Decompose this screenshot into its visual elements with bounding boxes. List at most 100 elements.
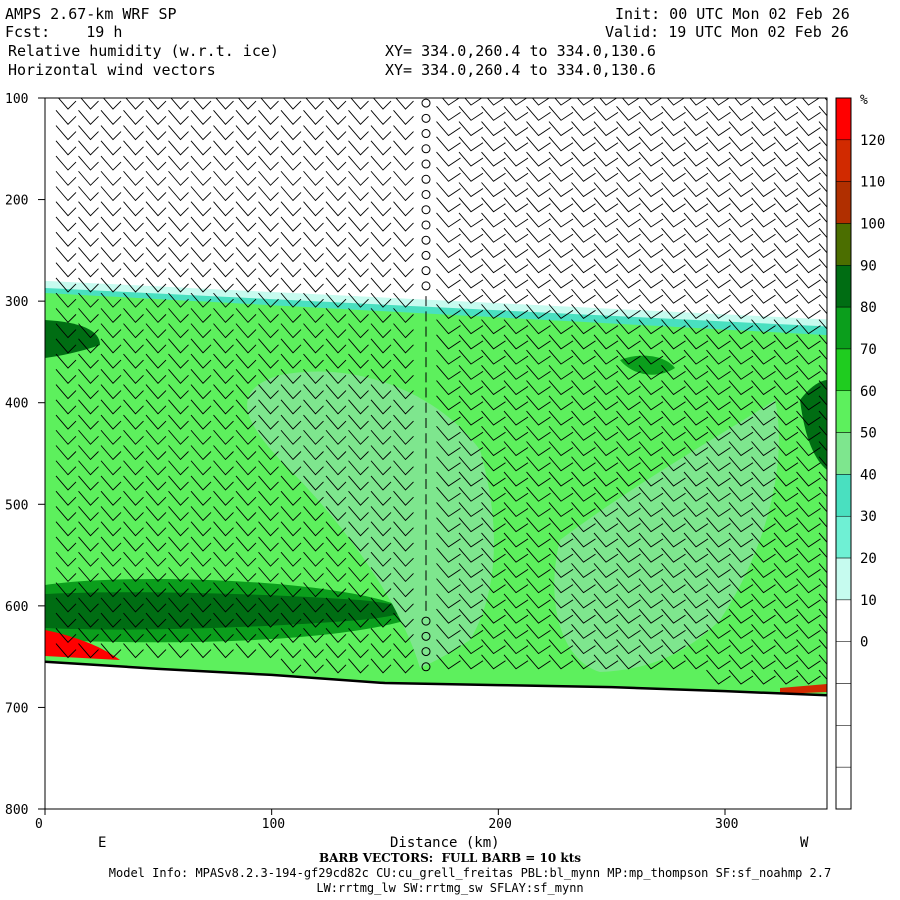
colorbar-swatch bbox=[835, 390, 852, 433]
wind-barb bbox=[190, 186, 212, 202]
wind-barb bbox=[190, 323, 212, 339]
wind-barb bbox=[661, 212, 686, 228]
wind-barb bbox=[393, 567, 414, 583]
wind-barb bbox=[796, 212, 821, 228]
wind-barb bbox=[78, 338, 99, 354]
wind-barb bbox=[258, 216, 279, 232]
wind-barb bbox=[728, 182, 754, 198]
wind-barb bbox=[773, 593, 799, 609]
x-axis: 0 100 200 300 bbox=[35, 809, 738, 832]
wind-barb bbox=[100, 308, 122, 324]
colorbar-label: 50 bbox=[860, 426, 877, 442]
wind-barb bbox=[393, 231, 414, 247]
wind-barb bbox=[370, 155, 392, 171]
wind-barb bbox=[548, 547, 574, 563]
wind-barb bbox=[145, 140, 167, 156]
wind-barb bbox=[593, 212, 619, 228]
wind-barb bbox=[593, 654, 619, 670]
wind-barb bbox=[818, 151, 827, 163]
wind-barb bbox=[773, 365, 799, 380]
wind-barb bbox=[55, 445, 77, 461]
wind-barb bbox=[818, 410, 827, 422]
wind-barb bbox=[280, 445, 302, 461]
wind-barb bbox=[458, 593, 484, 609]
wind-barb bbox=[280, 475, 302, 491]
wind-barb bbox=[818, 273, 827, 284]
wind-barb bbox=[370, 399, 392, 415]
wind-barb bbox=[213, 170, 234, 186]
wind-barb bbox=[526, 471, 551, 487]
calm-wind-marker bbox=[421, 647, 431, 657]
wind-barb bbox=[481, 182, 506, 198]
wind-barb bbox=[818, 334, 827, 345]
wind-barb bbox=[616, 563, 641, 578]
wind-barb bbox=[638, 106, 664, 121]
wind-barb bbox=[616, 243, 641, 259]
wind-barb bbox=[213, 155, 234, 171]
wind-barb bbox=[325, 536, 347, 552]
wind-barb bbox=[503, 243, 529, 259]
wind-barb bbox=[348, 521, 369, 537]
wind-barb bbox=[458, 654, 484, 670]
wind-barb bbox=[661, 502, 686, 518]
wind-barb bbox=[638, 212, 664, 228]
wind-barb bbox=[78, 490, 99, 506]
wind-barb bbox=[258, 582, 279, 598]
wind-barb bbox=[436, 517, 461, 533]
wind-barb bbox=[393, 612, 414, 628]
wind-barb bbox=[213, 231, 234, 247]
wind-barb bbox=[325, 125, 347, 141]
wind-barb bbox=[728, 425, 754, 441]
wind-barb bbox=[571, 563, 596, 578]
wind-barb bbox=[145, 369, 167, 384]
wind-barb bbox=[548, 182, 574, 198]
wind-barb bbox=[593, 563, 619, 578]
wind-barb bbox=[258, 597, 279, 613]
wind-barb bbox=[145, 186, 167, 202]
wind-barb bbox=[55, 277, 77, 293]
wind-barb bbox=[481, 380, 506, 396]
wind-barb bbox=[503, 593, 529, 609]
wind-barb bbox=[706, 502, 731, 518]
wind-barb bbox=[458, 365, 484, 380]
wind-barb bbox=[728, 563, 754, 578]
wind-barb bbox=[100, 551, 122, 567]
wind-barb bbox=[526, 166, 551, 182]
wind-barb bbox=[751, 563, 776, 578]
wind-barb bbox=[751, 624, 776, 639]
wind-barb bbox=[773, 608, 799, 624]
wind-barb bbox=[593, 471, 619, 487]
wind-barb bbox=[370, 308, 392, 324]
wind-barb bbox=[661, 304, 686, 319]
wind-barb bbox=[571, 578, 596, 594]
wind-barb bbox=[280, 536, 302, 552]
wind-barb bbox=[100, 445, 122, 461]
wind-barb bbox=[436, 395, 461, 411]
wind-barb bbox=[728, 395, 754, 411]
wind-barb bbox=[436, 197, 461, 213]
wind-barb bbox=[773, 197, 799, 213]
wind-barb bbox=[303, 460, 324, 476]
wind-barb bbox=[593, 151, 619, 167]
wind-barb bbox=[706, 319, 731, 335]
wind-barb bbox=[526, 456, 551, 472]
wind-barb bbox=[683, 639, 709, 655]
wind-barb bbox=[638, 319, 664, 335]
wind-barb bbox=[818, 243, 827, 254]
wind-barb bbox=[100, 155, 122, 171]
wind-barb bbox=[481, 395, 506, 411]
wind-barb bbox=[503, 136, 529, 152]
wind-barb bbox=[235, 582, 257, 598]
wind-barb bbox=[235, 338, 257, 354]
wind-barb bbox=[661, 471, 686, 487]
wind-barb bbox=[503, 502, 529, 518]
wind-barb bbox=[280, 247, 302, 263]
wind-barb bbox=[325, 475, 347, 491]
wind-barb bbox=[458, 258, 484, 274]
wind-barb bbox=[325, 110, 347, 125]
wind-barb bbox=[145, 216, 167, 232]
wind-barb bbox=[773, 182, 799, 198]
wind-barb bbox=[213, 506, 234, 522]
wind-barb bbox=[303, 445, 324, 461]
wind-barb bbox=[593, 227, 619, 243]
